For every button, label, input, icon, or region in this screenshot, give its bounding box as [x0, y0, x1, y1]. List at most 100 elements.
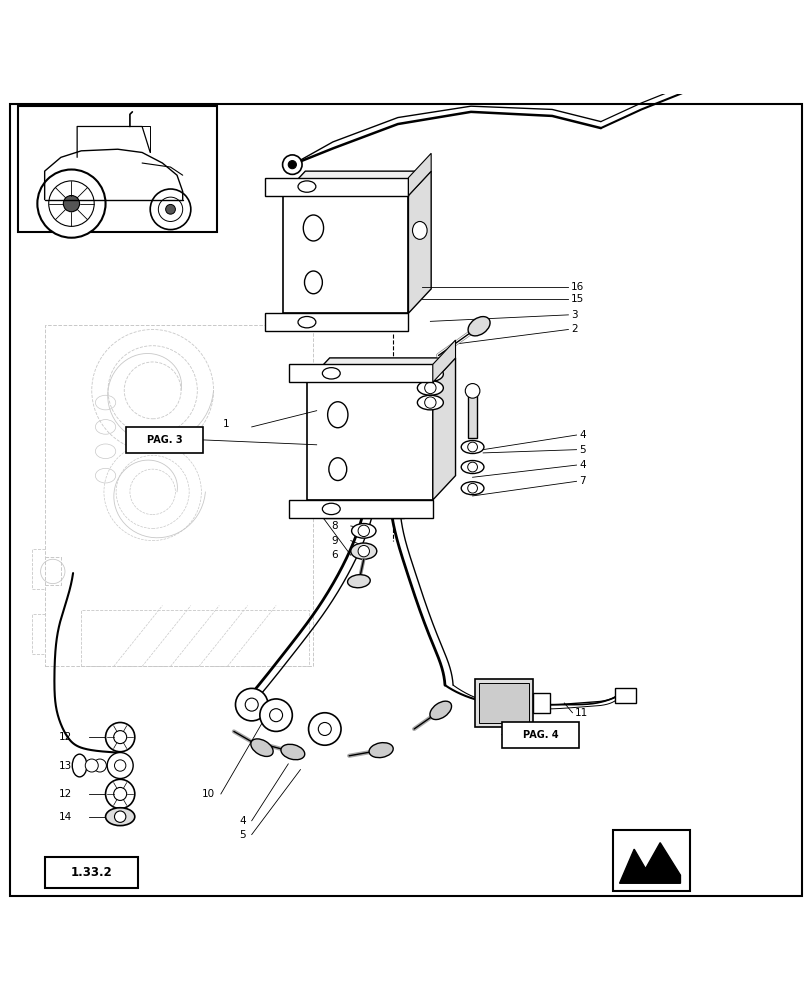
Text: 4: 4	[578, 430, 585, 440]
Ellipse shape	[417, 367, 443, 381]
Polygon shape	[282, 171, 431, 196]
Ellipse shape	[417, 381, 443, 395]
Polygon shape	[289, 364, 432, 382]
Circle shape	[424, 368, 436, 380]
Text: 6: 6	[331, 550, 337, 560]
Ellipse shape	[298, 316, 315, 328]
Ellipse shape	[417, 395, 443, 410]
Polygon shape	[619, 843, 680, 883]
Circle shape	[158, 197, 182, 221]
Ellipse shape	[347, 575, 370, 588]
Text: 10: 10	[201, 789, 214, 799]
Circle shape	[358, 525, 369, 537]
Text: 13: 13	[58, 761, 71, 771]
Circle shape	[37, 170, 105, 238]
Polygon shape	[264, 178, 408, 196]
Polygon shape	[408, 171, 431, 313]
Ellipse shape	[461, 482, 483, 495]
Text: 11: 11	[574, 708, 587, 718]
Circle shape	[85, 759, 98, 772]
Circle shape	[269, 709, 282, 722]
Ellipse shape	[303, 215, 323, 241]
Text: 12: 12	[58, 732, 71, 742]
Polygon shape	[289, 500, 432, 518]
Circle shape	[467, 442, 477, 452]
Text: 2: 2	[570, 324, 577, 334]
Ellipse shape	[429, 701, 451, 720]
Circle shape	[282, 155, 302, 174]
Bar	[533, 693, 549, 713]
Circle shape	[114, 731, 127, 744]
Text: PAG. 3: PAG. 3	[147, 435, 182, 445]
Circle shape	[114, 760, 126, 771]
Circle shape	[288, 161, 296, 169]
Bar	[612, 830, 689, 891]
Polygon shape	[432, 340, 455, 382]
Bar	[307, 382, 432, 500]
Circle shape	[114, 811, 126, 822]
Ellipse shape	[251, 739, 272, 756]
Ellipse shape	[467, 317, 490, 336]
Bar	[18, 106, 217, 232]
Circle shape	[245, 698, 258, 711]
Ellipse shape	[281, 744, 304, 760]
Ellipse shape	[412, 221, 427, 239]
Ellipse shape	[369, 743, 393, 758]
Bar	[282, 196, 408, 313]
Circle shape	[49, 181, 94, 226]
Ellipse shape	[351, 524, 375, 538]
Text: 3: 3	[570, 310, 577, 320]
Ellipse shape	[328, 402, 347, 428]
Circle shape	[105, 779, 135, 809]
Circle shape	[165, 204, 175, 214]
Text: 16: 16	[570, 282, 583, 292]
Text: 5: 5	[578, 445, 585, 455]
Circle shape	[93, 759, 106, 772]
Circle shape	[467, 462, 477, 472]
Text: 4: 4	[239, 816, 246, 826]
Bar	[474, 679, 533, 727]
Ellipse shape	[322, 368, 340, 379]
Polygon shape	[408, 153, 431, 196]
Circle shape	[424, 397, 436, 408]
Circle shape	[105, 722, 135, 752]
Text: 4: 4	[578, 460, 585, 470]
Ellipse shape	[461, 461, 483, 474]
Circle shape	[63, 196, 79, 212]
Ellipse shape	[350, 543, 376, 559]
Ellipse shape	[304, 271, 322, 294]
Circle shape	[260, 699, 292, 731]
Circle shape	[107, 753, 133, 779]
Ellipse shape	[298, 181, 315, 192]
Circle shape	[318, 722, 331, 735]
Ellipse shape	[105, 808, 135, 826]
Bar	[615, 688, 635, 703]
Text: 9: 9	[331, 536, 337, 546]
Text: 8: 8	[331, 521, 337, 531]
Circle shape	[150, 189, 191, 230]
Polygon shape	[432, 358, 455, 500]
Circle shape	[114, 787, 127, 800]
Text: 1.33.2: 1.33.2	[71, 866, 112, 879]
Text: 12: 12	[58, 789, 71, 799]
Circle shape	[358, 545, 369, 557]
Ellipse shape	[328, 458, 346, 481]
Circle shape	[235, 688, 268, 721]
Bar	[126, 427, 203, 453]
Text: 15: 15	[570, 294, 583, 304]
Ellipse shape	[72, 754, 87, 777]
Text: 1: 1	[223, 419, 230, 429]
Bar	[45, 857, 138, 888]
Circle shape	[308, 713, 341, 745]
Ellipse shape	[461, 441, 483, 454]
Text: PAG. 4: PAG. 4	[522, 730, 557, 740]
Bar	[478, 683, 529, 723]
Bar	[467, 393, 477, 438]
Circle shape	[465, 384, 479, 398]
Polygon shape	[264, 313, 408, 331]
Bar	[501, 722, 578, 748]
Text: 7: 7	[578, 476, 585, 486]
Circle shape	[424, 382, 436, 394]
Text: 5: 5	[239, 830, 246, 840]
Text: 14: 14	[58, 812, 71, 822]
